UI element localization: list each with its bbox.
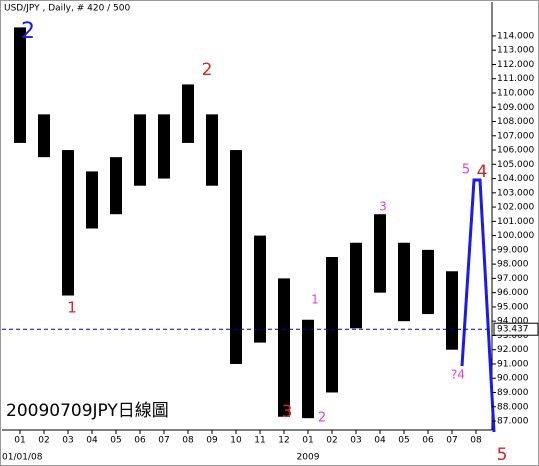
y-tick-label: 105.000 [497,160,534,170]
y-tick-label: 113.000 [497,46,534,56]
y-tick-label: 109.000 [497,103,534,113]
x-tick-label: 09 [206,436,218,446]
y-tick-label: 94.000 [497,317,529,327]
price-range [230,150,242,364]
x-tick-label: 08 [182,436,194,446]
price-range [446,271,458,350]
wave-label: 5 [497,445,508,465]
price-range [422,249,434,315]
x-tick-label: 05 [398,436,409,446]
x-tick-label: 01 [302,436,313,446]
y-tick-label: 107.000 [497,131,534,141]
y-tick-label: 97.000 [497,274,529,284]
x-tick-label: 07 [158,436,169,446]
x-tick-label: 04 [374,436,386,446]
y-tick-label: 103.000 [497,188,534,198]
y-tick-label: 100.000 [497,231,534,241]
x-tick-label: 03 [350,436,361,446]
x-tick-label: 11 [254,436,265,446]
wave-label: ?4 [451,368,465,382]
x-tick-label: 12 [278,436,289,446]
x-tick-label: 06 [134,436,146,446]
y-tick-label: 87.000 [497,417,529,427]
x-tick-label: 08 [470,436,482,446]
y-tick-label: 96.000 [497,288,529,298]
x-tick-label: 05 [110,436,121,446]
x-tick-label: 07 [446,436,457,446]
period-label: 2009 [297,453,320,463]
price-range [38,114,50,158]
price-range [206,114,218,186]
price-range [302,319,314,419]
y-tick-label: 111.000 [497,74,534,84]
price-range [14,27,26,143]
y-tick-label: 93.000 [497,331,529,341]
price-range [350,242,362,329]
x-tick-label: 03 [62,436,73,446]
y-tick-label: 92.000 [497,345,529,355]
y-tick-label: 104.000 [497,174,534,184]
y-tick-label: 99.000 [497,245,529,255]
y-tick-label: 98.000 [497,260,529,270]
y-tick-label: 102.000 [497,203,534,213]
wave-label: 3 [282,402,293,422]
price-range [254,235,266,343]
y-tick-label: 91.000 [497,359,529,369]
wave-label: 2 [202,60,213,80]
y-tick-label: 101.000 [497,217,534,227]
y-tick-label: 95.000 [497,302,529,312]
reference-label: 93.437 [497,325,529,335]
x-tick-label: 02 [38,436,49,446]
wave-label: 1 [311,293,319,307]
chart-title: USD/JPY , Daily, # 420 / 500 [4,4,131,14]
wave-label: 2 [21,19,35,44]
reference-label-box [493,322,539,336]
price-range [374,214,386,293]
price-range [62,150,74,296]
wave-projection [460,178,496,433]
y-tick-label: 108.000 [497,117,534,127]
y-tick-label: 106.000 [497,146,534,156]
x-tick-label: 06 [422,436,434,446]
price-range [278,278,290,417]
y-tick-label: 112.000 [497,60,534,70]
price-range [182,84,194,143]
y-tick-label: 90.000 [497,374,529,384]
y-tick-label: 110.000 [497,88,534,98]
x-tick-label: 10 [230,436,242,446]
price-range [398,242,410,322]
y-tick-label: 89.000 [497,388,529,398]
price-range [158,114,170,179]
price-range [134,114,146,186]
period-label: 01/01/08 [2,453,43,463]
wave-label: 2 [318,411,326,426]
y-tick-label: 88.000 [497,402,529,412]
price-range [86,171,98,229]
wave-label: 3 [379,200,387,214]
y-tick-label: 114.000 [497,31,534,41]
x-tick-label: 04 [86,436,98,446]
wave-label: 4 [477,162,488,182]
wave-label: 1 [67,299,77,317]
x-tick-label: 01 [14,436,25,446]
watermark: 20090709JPY日線圖 [6,401,169,421]
x-tick-label: 02 [326,436,337,446]
price-range [110,157,122,215]
price-range [326,257,338,393]
wave-label: 5 [462,163,470,178]
